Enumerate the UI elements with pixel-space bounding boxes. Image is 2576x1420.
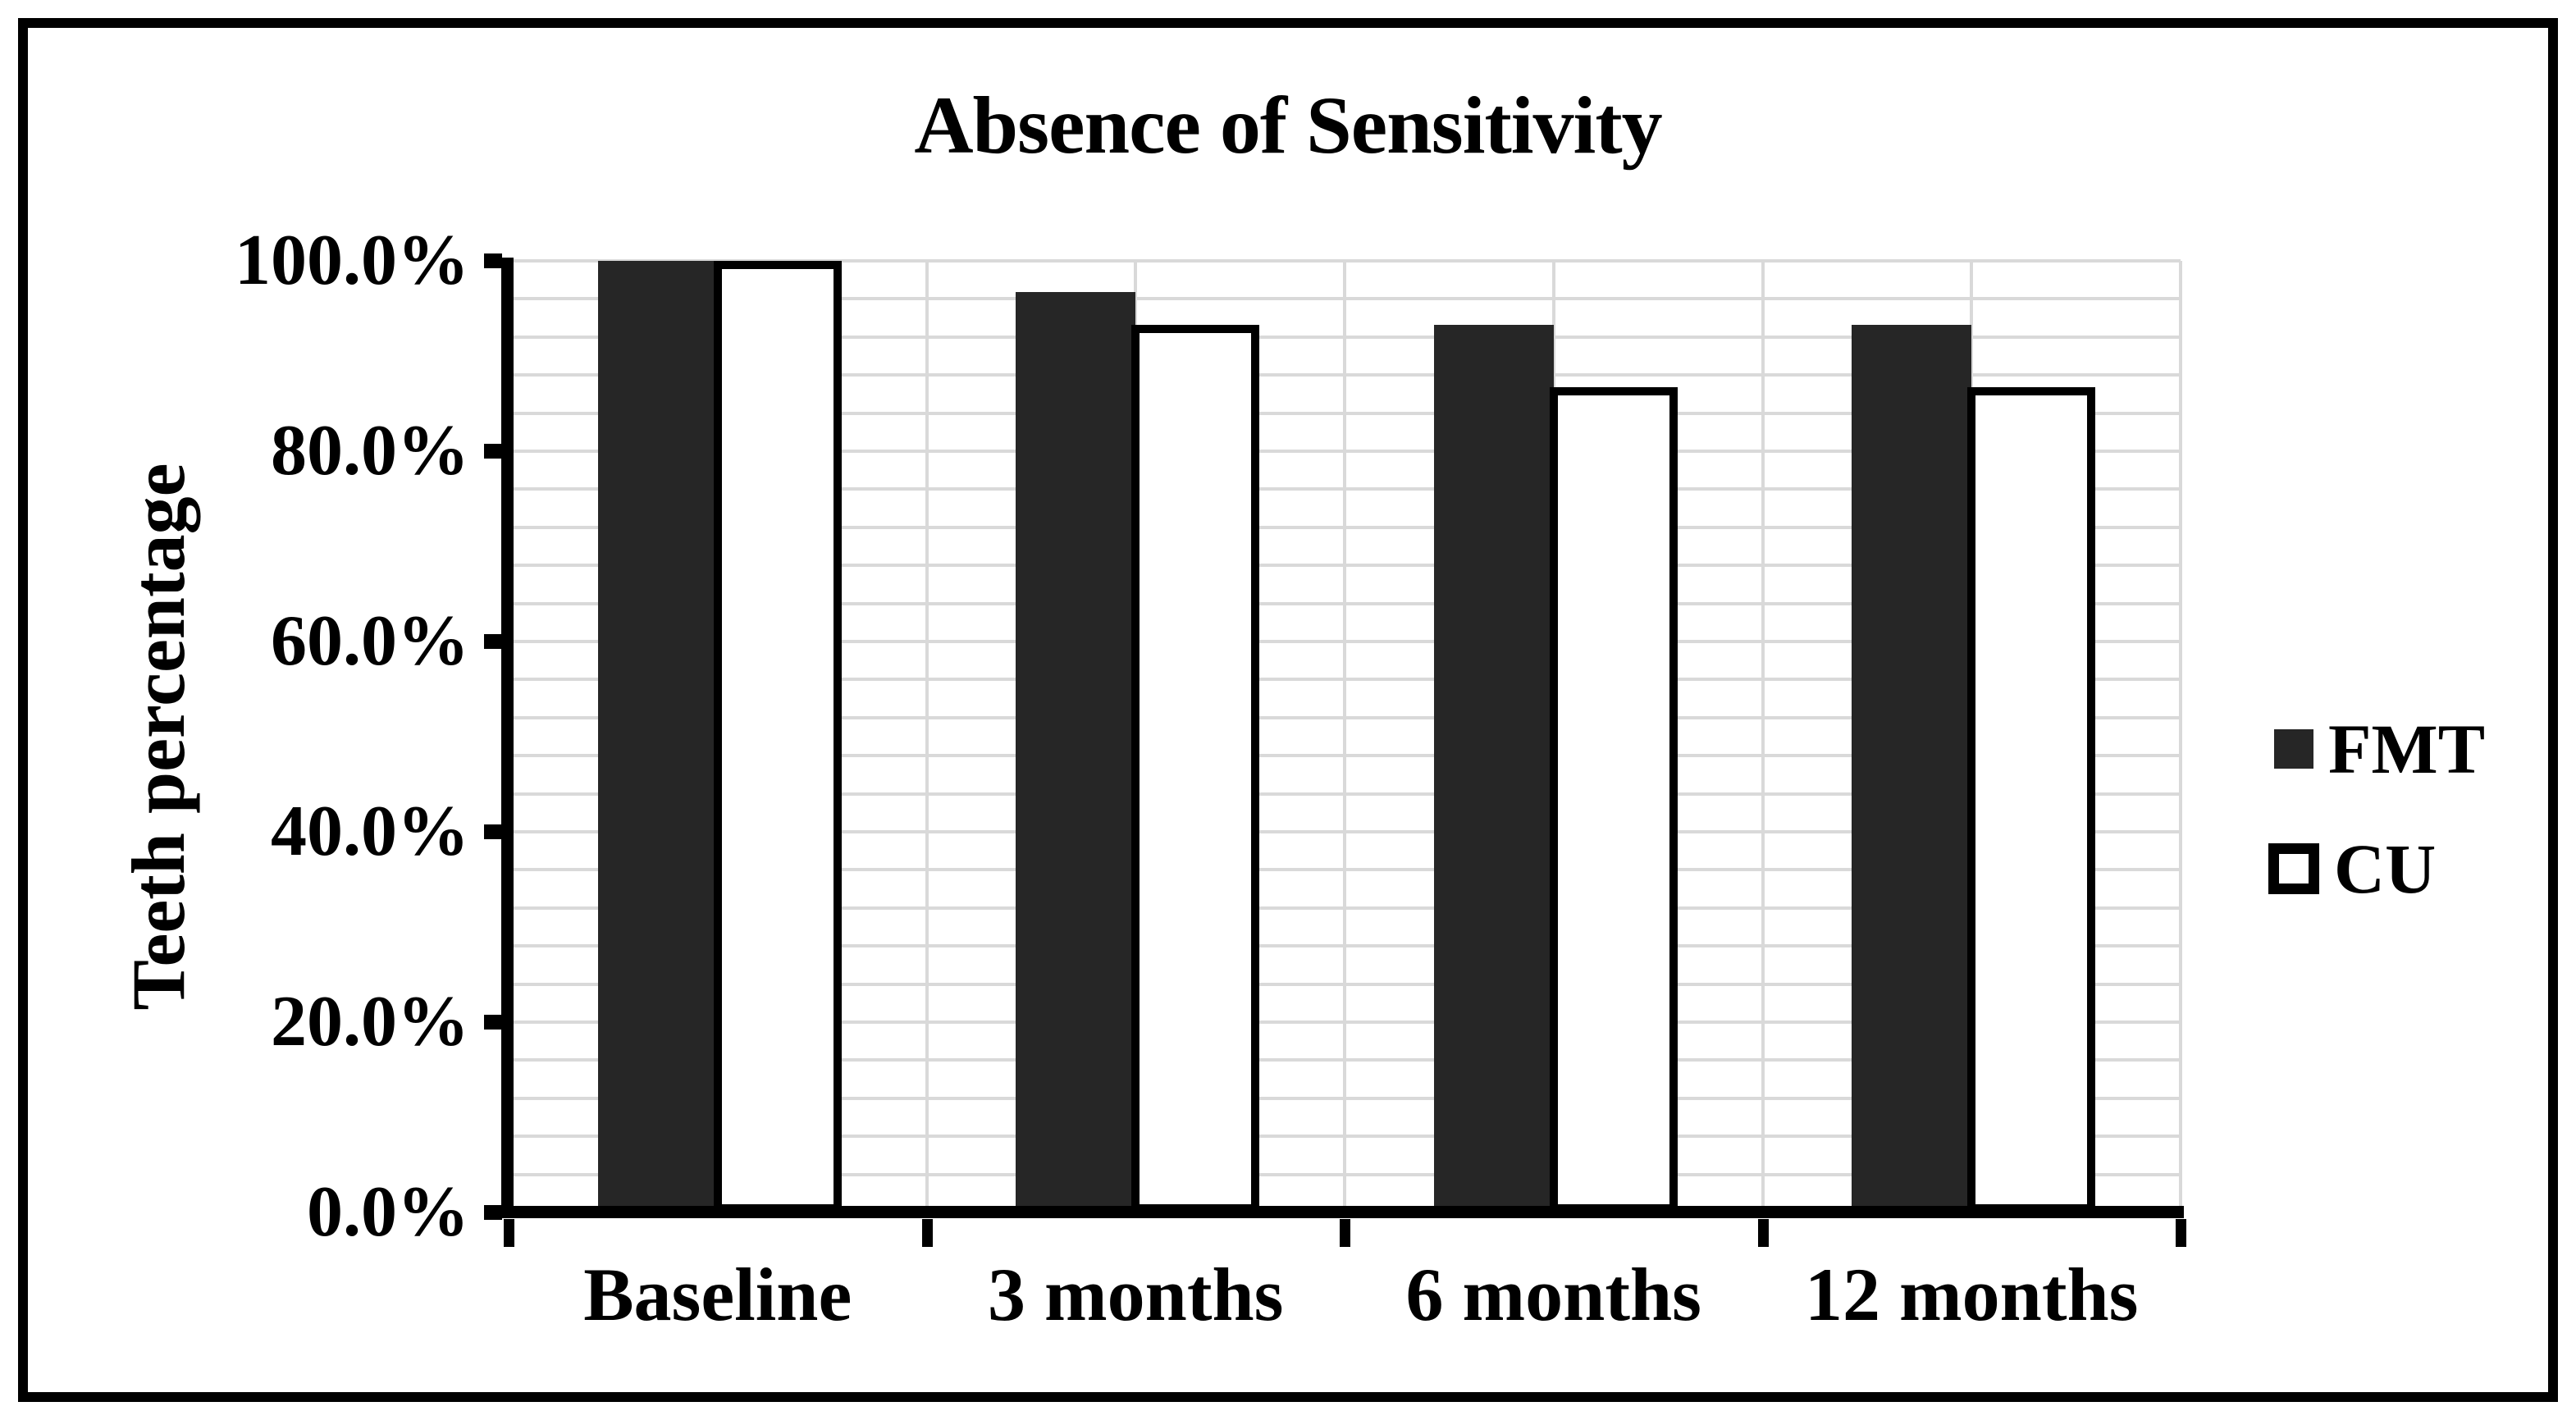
gridline-vertical	[1761, 261, 1765, 1212]
gridline-vertical	[1343, 261, 1346, 1212]
y-axis-tick	[484, 824, 502, 839]
plot-area	[484, 253, 2186, 1247]
bar-fmt-3-months	[1016, 292, 1136, 1212]
bar-fmt-baseline	[597, 261, 718, 1212]
legend-swatch-cu-icon	[2268, 843, 2319, 894]
x-axis-tick	[921, 1219, 933, 1247]
y-tick-label: 80.0%	[271, 411, 469, 491]
x-axis-tick	[504, 1219, 514, 1247]
y-tick-label: 100.0%	[235, 221, 469, 300]
legend-swatch-fmt-icon	[2274, 729, 2313, 769]
legend-item-fmt: FMT	[2274, 712, 2485, 786]
x-category-label: Baseline	[583, 1253, 852, 1336]
legend-label-fmt: FMT	[2328, 710, 2486, 788]
y-axis-line	[501, 258, 514, 1212]
y-axis-tick	[484, 1015, 502, 1030]
x-category-label: 6 months	[1405, 1253, 1701, 1336]
x-category-label: 12 months	[1805, 1253, 2139, 1336]
x-axis-tick	[1340, 1219, 1350, 1247]
legend-label-cu: CU	[2334, 829, 2437, 908]
bar-cu-baseline	[713, 261, 842, 1212]
bar-cu-6-months	[1549, 387, 1678, 1212]
y-axis-tick	[484, 444, 502, 459]
x-category-label: 3 months	[988, 1253, 1284, 1336]
bar-fmt-6-months	[1433, 324, 1554, 1212]
y-tick-label: 20.0%	[271, 982, 469, 1062]
y-axis-title: Teeth percentage	[116, 463, 200, 1011]
gridline-vertical	[2179, 261, 2182, 1212]
y-tick-label: 60.0%	[271, 601, 469, 681]
figure-outer-border	[18, 18, 2558, 1402]
y-axis-tick	[484, 634, 502, 649]
y-tick-label: 40.0%	[271, 792, 469, 871]
y-axis-tick	[484, 253, 502, 268]
bar-cu-3-months	[1131, 324, 1260, 1212]
chart-title: Absence of Sensitivity	[914, 80, 1662, 171]
y-axis-tick	[484, 1205, 502, 1220]
gridline-vertical	[925, 261, 929, 1212]
x-axis-tick	[2176, 1219, 2186, 1247]
x-axis-line	[496, 1206, 2184, 1218]
bar-fmt-12-months	[1852, 324, 1972, 1212]
y-tick-label: 0.0%	[307, 1172, 469, 1252]
legend-item-cu: CU	[2268, 832, 2436, 906]
bar-cu-12-months	[1967, 387, 2096, 1212]
x-axis-tick	[1757, 1219, 1769, 1247]
